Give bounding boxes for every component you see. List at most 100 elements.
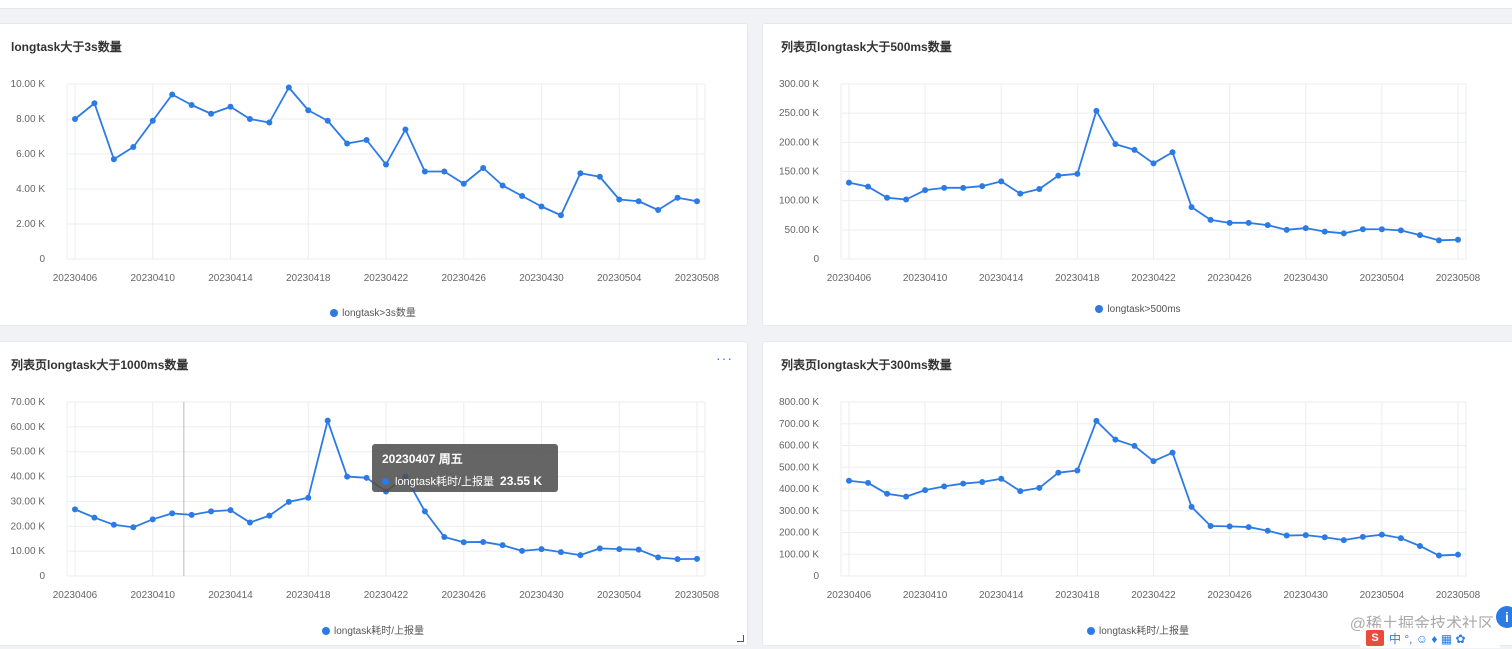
y-tick-label: 20.00 K — [11, 521, 46, 532]
legend-label: longtask>500ms — [1107, 304, 1181, 315]
data-point — [846, 477, 852, 484]
legend-label: longtask>3s数量 — [342, 308, 416, 319]
line-chart-longtask-3s[interactable]: 0 2.00 K 4.00 K 6.00 K 8.00 K 10.00 K 20230406… — [0, 24, 749, 327]
line-chart-longtask-500ms[interactable]: 0 50.00 K 100.00 K 150.00 K 200.00 K 250.00 K… — [763, 24, 1512, 327]
data-point — [110, 521, 117, 528]
x-tick-label: 20230422 — [1131, 590, 1176, 601]
tooltip-series-name: longtask耗时/上报量 — [395, 476, 495, 488]
info-icon[interactable]: i — [1496, 606, 1512, 628]
x-tick-label: 20230418 — [286, 590, 331, 601]
chart-legend[interactable]: longtask>3s数量 — [0, 304, 747, 319]
legend-label: longtask耗时/上报量 — [1098, 626, 1190, 637]
data-point — [1207, 522, 1214, 529]
y-tick-label: 2.00 K — [16, 219, 45, 230]
y-tick-label: 40.00 K — [11, 472, 46, 483]
y-tick-label: 0 — [813, 254, 819, 265]
data-point — [1150, 160, 1157, 167]
data-point — [884, 490, 891, 497]
data-point — [865, 183, 872, 190]
x-tick-label: 20230406 — [827, 273, 872, 284]
line-chart-longtask-300ms[interactable]: 0 100.00 K 200.00 K 300.00 K 400.00 K 500.00 … — [763, 342, 1512, 647]
ime-logo-icon: S — [1366, 630, 1384, 646]
data-point — [694, 198, 700, 205]
y-tick-label: 400.00 K — [779, 484, 819, 495]
line-chart-longtask-1000ms[interactable]: 0 10.00 K 20.00 K 30.00 K 40.00 K 50.00 K 60.0… — [0, 342, 749, 647]
x-tick-label: 20230414 — [208, 590, 253, 601]
x-tick-label: 20230430 — [519, 273, 564, 284]
data-point — [1302, 532, 1309, 539]
data-point — [922, 187, 929, 194]
data-point — [577, 552, 584, 559]
ime-toolbar-items[interactable]: 中 °, ☺ ♦ ▦ ✿ — [1389, 631, 1466, 646]
y-tick-label: 4.00 K — [16, 184, 45, 195]
chart-card-longtask-500ms: 列表页longtask大于500ms数量 0 50.00 K 100.00 K 150… — [762, 23, 1512, 326]
chart-legend[interactable]: longtask耗时/上报量 — [763, 622, 1512, 637]
data-point — [655, 207, 662, 213]
chart-legend[interactable]: longtask耗时/上报量 — [0, 622, 747, 637]
data-point — [1264, 222, 1271, 229]
data-point — [91, 100, 98, 107]
x-tick-label: 20230426 — [1207, 590, 1252, 601]
x-tick-label: 20230430 — [1284, 590, 1329, 601]
x-tick-label: 20230422 — [1131, 273, 1176, 284]
y-tick-label: 200.00 K — [779, 137, 819, 148]
data-point — [674, 556, 681, 563]
y-tick-label: 800.00 K — [779, 397, 819, 408]
x-tick-label: 20230508 — [675, 590, 720, 601]
chart-legend[interactable]: longtask>500ms — [763, 304, 1512, 315]
data-point — [635, 198, 642, 205]
y-tick-label: 8.00 K — [16, 114, 45, 125]
resize-handle-icon[interactable] — [737, 635, 744, 642]
data-point — [305, 494, 312, 501]
data-point — [285, 498, 292, 505]
data-point — [846, 179, 852, 186]
data-point — [1340, 230, 1347, 237]
x-tick-label: 20230410 — [131, 590, 176, 601]
data-point — [1131, 146, 1138, 153]
data-point — [1283, 226, 1290, 233]
y-tick-label: 6.00 K — [16, 149, 45, 160]
data-point — [538, 546, 545, 553]
data-point — [1131, 442, 1138, 449]
data-point — [421, 508, 428, 515]
data-point — [557, 212, 564, 219]
x-tick-label: 20230508 — [675, 273, 720, 284]
y-tick-label: 150.00 K — [779, 167, 819, 178]
more-options-icon[interactable]: ··· — [716, 350, 733, 366]
data-point — [1226, 219, 1233, 226]
data-point — [344, 473, 351, 480]
x-tick-label: 20230504 — [597, 590, 642, 601]
data-point — [538, 203, 545, 210]
y-tick-label: 300.00 K — [779, 79, 819, 90]
ime-toolbar[interactable]: S 中 °, ☺ ♦ ▦ ✿ — [1360, 628, 1500, 648]
chart-title: 列表页longtask大于500ms数量 — [781, 40, 952, 54]
data-point — [266, 512, 273, 519]
x-tick-label: 20230422 — [364, 590, 409, 601]
x-tick-label: 20230414 — [208, 273, 253, 284]
data-point — [246, 519, 253, 526]
data-point — [91, 514, 98, 521]
top-bar — [0, 0, 1512, 9]
data-point — [480, 165, 487, 171]
data-point — [1093, 107, 1100, 114]
chart-card-longtask-1000ms: 列表页longtask大于1000ms数量 ··· 0 10.00 K 20.00 … — [0, 341, 748, 646]
y-tick-label: 200.00 K — [779, 528, 819, 539]
data-point — [596, 545, 603, 552]
data-point — [188, 511, 195, 518]
data-point — [865, 479, 872, 486]
y-tick-label: 70.00 K — [11, 397, 46, 408]
x-tick-label: 20230504 — [1360, 590, 1405, 601]
data-point — [1340, 537, 1347, 544]
data-point — [655, 554, 662, 561]
x-tick-label: 20230414 — [979, 273, 1024, 284]
y-tick-label: 50.00 K — [785, 225, 820, 236]
x-tick-label: 20230422 — [364, 273, 409, 284]
y-tick-label: 10.00 K — [11, 546, 46, 557]
data-point — [1036, 186, 1043, 192]
data-point — [1397, 227, 1404, 234]
data-point — [635, 546, 642, 553]
data-point — [1283, 532, 1290, 539]
data-point — [998, 178, 1005, 185]
data-point — [324, 417, 331, 424]
data-point — [460, 539, 467, 546]
